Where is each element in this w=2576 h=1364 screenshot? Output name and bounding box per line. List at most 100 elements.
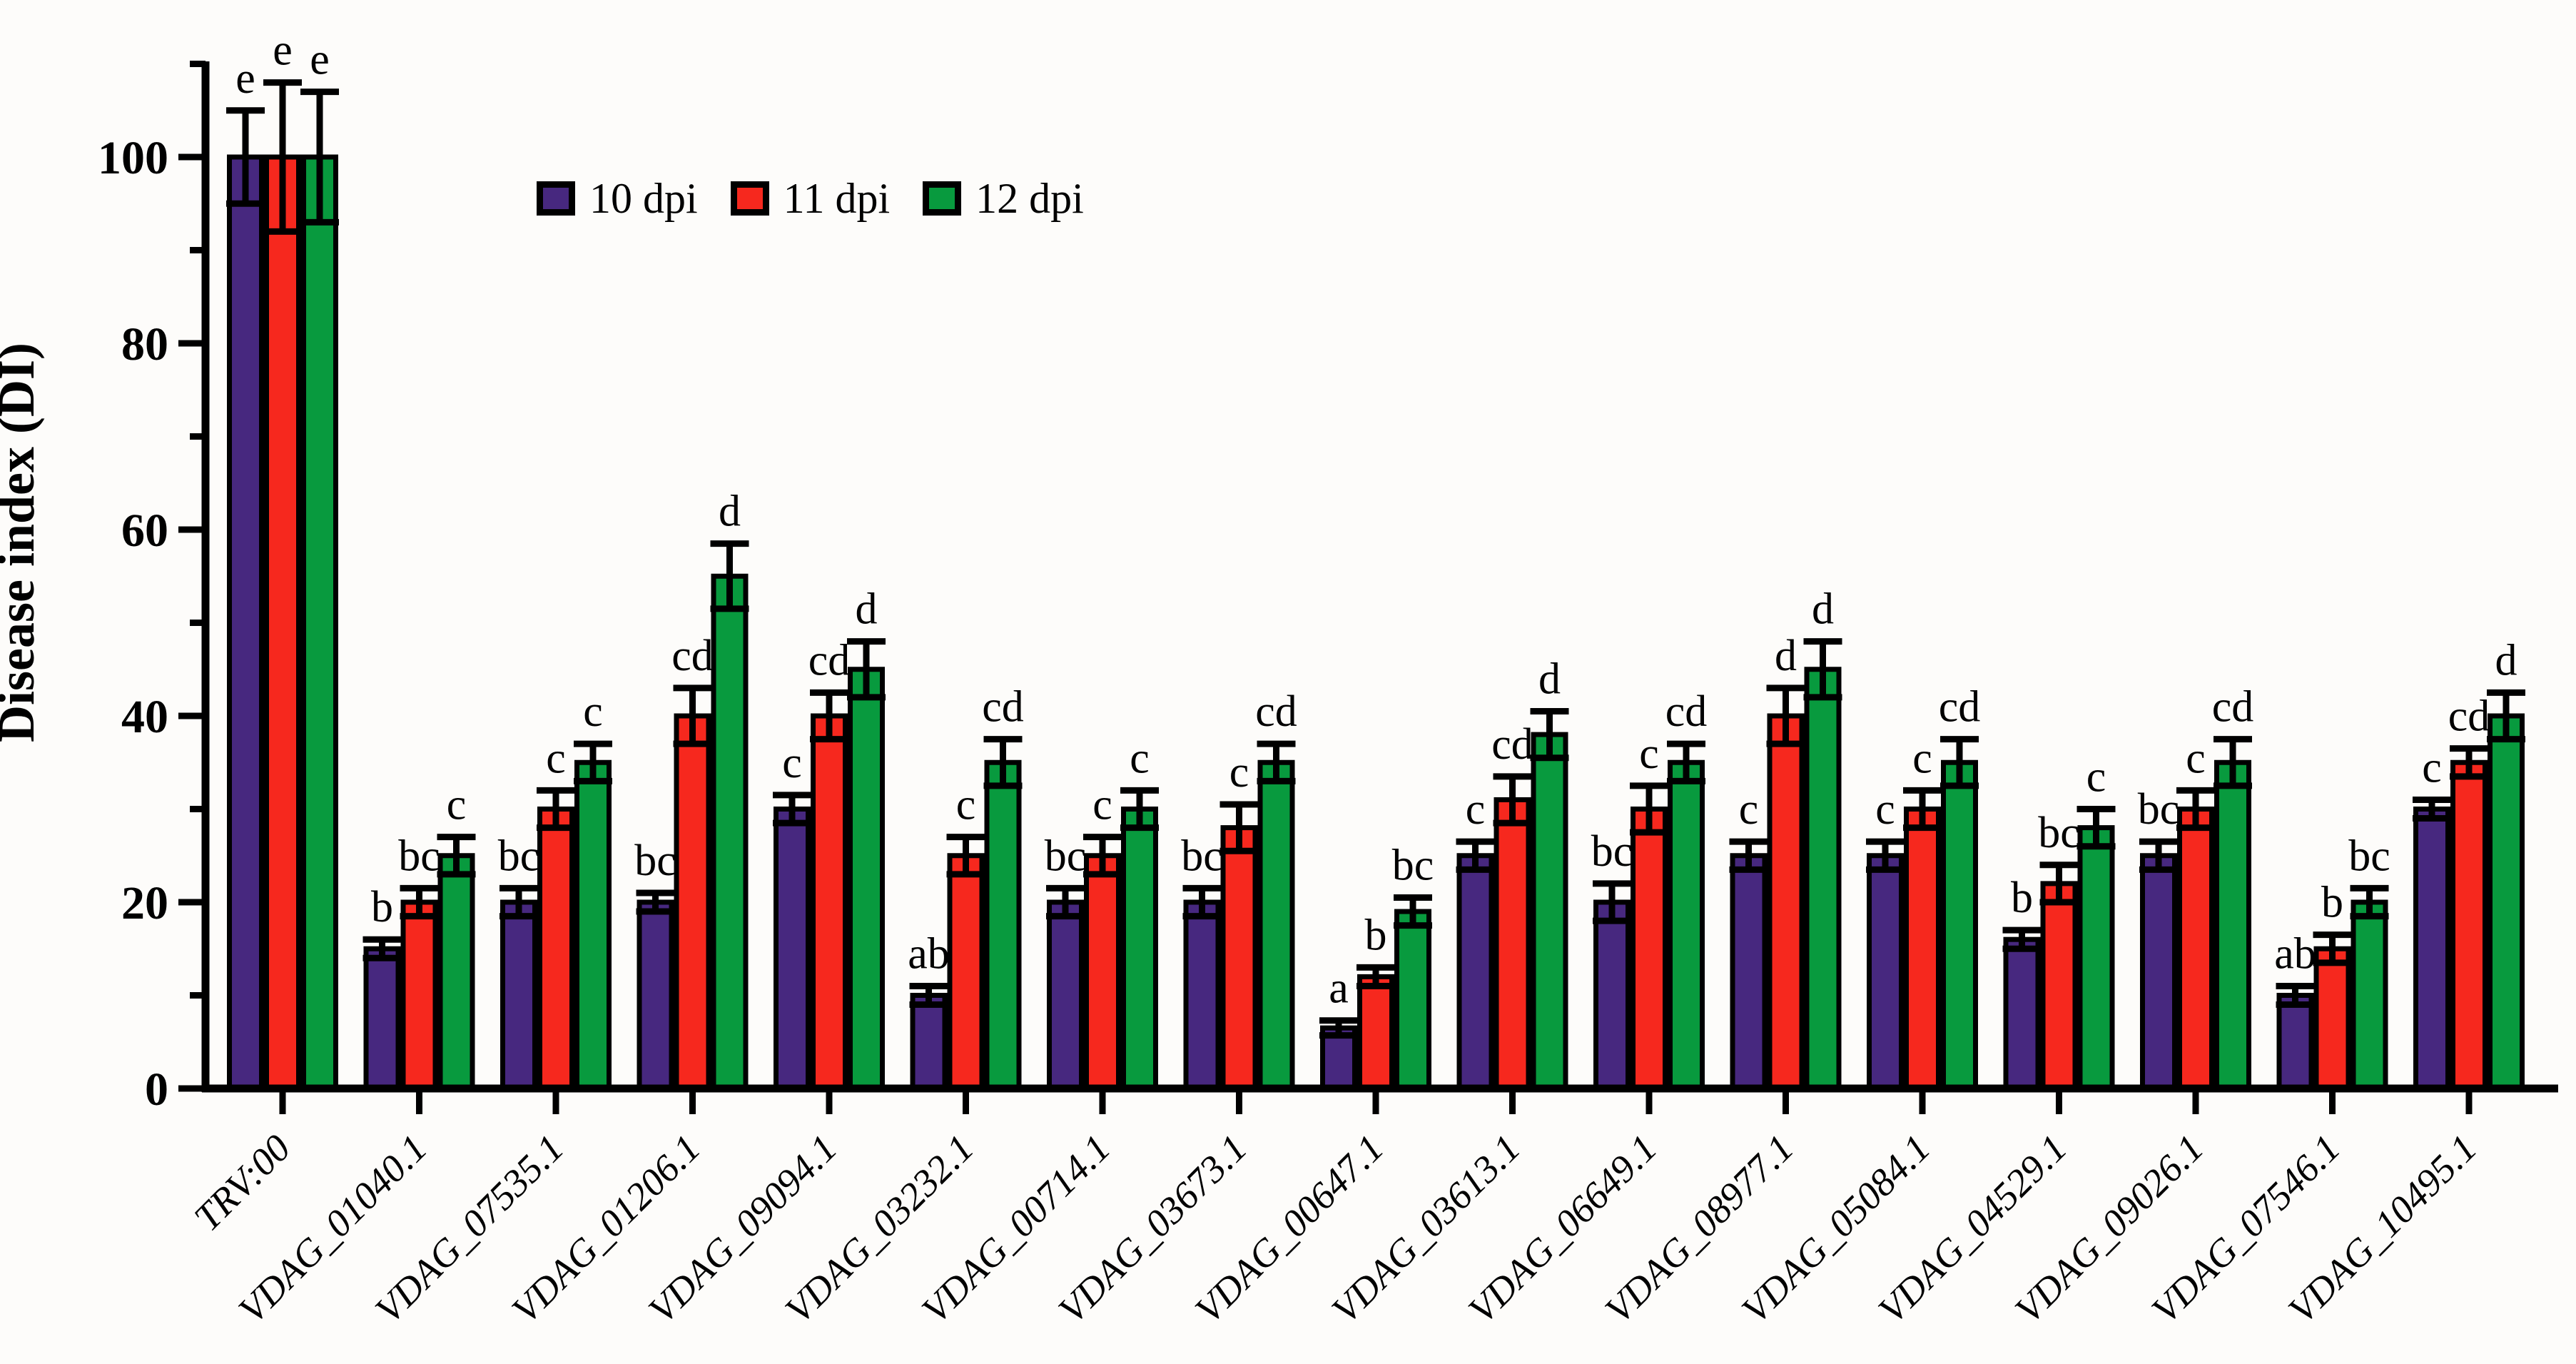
significance-letter: b [2011,874,2033,922]
significance-letter: ab [2274,929,2316,978]
significance-letter: ab [908,929,950,978]
significance-letter: e [273,26,293,75]
bar-10dpi-VDAG_03232.1 [910,993,948,1091]
significance-letter: d [856,585,878,634]
significance-letter: c [1466,785,1486,834]
bar-12dpi-VDAG_03232.1 [984,759,1022,1091]
bar-10dpi-VDAG_04529.1 [2003,936,2041,1091]
significance-letter: b [1365,911,1387,959]
bar-12dpi-VDAG_00714.1 [1121,807,1158,1091]
bar-11dpi-VDAG_00647.1 [1357,974,1394,1091]
significance-letter: c [1639,729,1659,778]
category-label: TRV:00 [186,1126,298,1239]
significance-letter: c [583,687,603,736]
legend-swatch-10dpi-icon [537,181,575,216]
significance-letter: c [1875,785,1895,834]
bar-10dpi-VDAG_10495.1 [2413,807,2450,1091]
significance-letter: bc [1392,841,1434,889]
significance-letter: e [235,54,255,103]
legend-swatch-12dpi-icon [923,181,962,216]
significance-letter: bc [1045,832,1087,880]
legend-item-11dpi: 11 dpi [730,175,891,222]
significance-letter: a [1329,964,1349,1013]
legend-swatch-11dpi-icon [730,181,769,216]
bar-11dpi-VDAG_01040.1 [400,899,438,1091]
legend-label-10dpi: 10 dpi [589,175,698,222]
significance-letter: e [310,36,330,84]
significance-letter: bc [2138,785,2180,834]
significance-letter: cd [982,683,1024,732]
y-tick-label: 100 [98,132,168,184]
bar-10dpi-VDAG_08977.1 [1730,853,1768,1091]
y-tick-label: 60 [121,505,168,557]
y-tick-label: 80 [121,318,168,370]
bar-12dpi-VDAG_10495.1 [2488,713,2525,1091]
bar-11dpi-VDAG_06649.1 [1631,807,1668,1091]
significance-letter: c [782,739,802,787]
bar-10dpi-VDAG_06649.1 [1593,899,1631,1091]
significance-letter: bc [2348,832,2390,880]
bar-12dpi-VDAG_00647.1 [1394,909,1431,1091]
bar-11dpi-VDAG_00714.1 [1084,853,1121,1091]
significance-letter: c [2422,743,2442,792]
significance-letter: cd [2212,683,2254,732]
bar-10dpi-VDAG_03673.1 [1183,899,1221,1091]
bar-10dpi-VDAG_07546.1 [2276,993,2314,1091]
significance-letter: cd [1491,720,1533,769]
legend-item-12dpi: 12 dpi [923,177,1084,220]
bar-11dpi-VDAG_08977.1 [1767,713,1805,1091]
significance-letter: b [2321,879,2343,927]
significance-letter: c [1229,748,1249,797]
significance-letter: cd [671,632,714,680]
significance-letter: bc [634,837,676,885]
significance-letter: bc [398,832,440,880]
significance-letter: d [719,487,741,536]
bar-11dpi-VDAG_07546.1 [2313,946,2351,1091]
bar-10dpi-VDAG_07535.1 [500,899,537,1091]
y-axis-title: Disease index (DI) [0,343,45,742]
significance-letter: c [2186,734,2206,782]
significance-letter: d [2495,636,2517,684]
bar-11dpi-VDAG_07535.1 [537,807,574,1091]
significance-letter: cd [2448,692,2490,741]
bar-11dpi-VDAG_10495.1 [2450,759,2488,1091]
bar-10dpi-VDAG_03613.1 [1456,853,1494,1091]
significance-letter: c [2086,753,2106,802]
legend-item-10dpi: 10 dpi [537,177,698,220]
bar-12dpi-VDAG_03673.1 [1257,759,1295,1091]
legend-label-11dpi: 11 dpi [783,175,891,222]
significance-letter: c [956,781,976,829]
significance-letter: bc [2038,809,2080,857]
bar-10dpi-VDAG_00714.1 [1047,899,1084,1091]
significance-letter: bc [1181,832,1223,880]
bar-10dpi-VDAG_09094.1 [774,807,811,1091]
bar-12dpi-VDAG_07535.1 [574,759,612,1091]
bar-10dpi-VDAG_09026.1 [2140,853,2177,1091]
y-tick-label: 40 [121,691,168,743]
significance-letter: c [447,781,467,829]
significance-letter: bc [1591,827,1633,876]
significance-letter: d [1775,632,1797,680]
bar-11dpi-VDAG_04529.1 [2040,881,2078,1091]
bar-11dpi-VDAG_05084.1 [1904,807,1941,1091]
bar-12dpi-VDAG_01206.1 [711,573,749,1091]
bar-12dpi-VDAG_08977.1 [1804,667,1842,1091]
bar-10dpi-VDAG_01206.1 [637,899,674,1091]
significance-letter: bc [498,832,540,880]
legend-label-12dpi: 12 dpi [975,175,1084,222]
bar-11dpi-TRV:00 [264,154,301,1091]
significance-letter: c [1739,785,1759,834]
bar-12dpi-VDAG_09026.1 [2214,759,2251,1091]
bar-11dpi-VDAG_09026.1 [2177,807,2214,1091]
significance-letter: d [1538,655,1561,703]
bar-12dpi-TRV:00 [301,154,338,1091]
significance-letter: d [1812,585,1834,634]
bar-10dpi-TRV:00 [227,154,264,1091]
bar-12dpi-VDAG_05084.1 [1941,759,1978,1091]
significance-letter: cd [1255,687,1297,736]
bar-11dpi-VDAG_09094.1 [811,713,848,1091]
bar-10dpi-VDAG_01040.1 [363,946,401,1091]
bar-12dpi-VDAG_01040.1 [437,853,475,1091]
